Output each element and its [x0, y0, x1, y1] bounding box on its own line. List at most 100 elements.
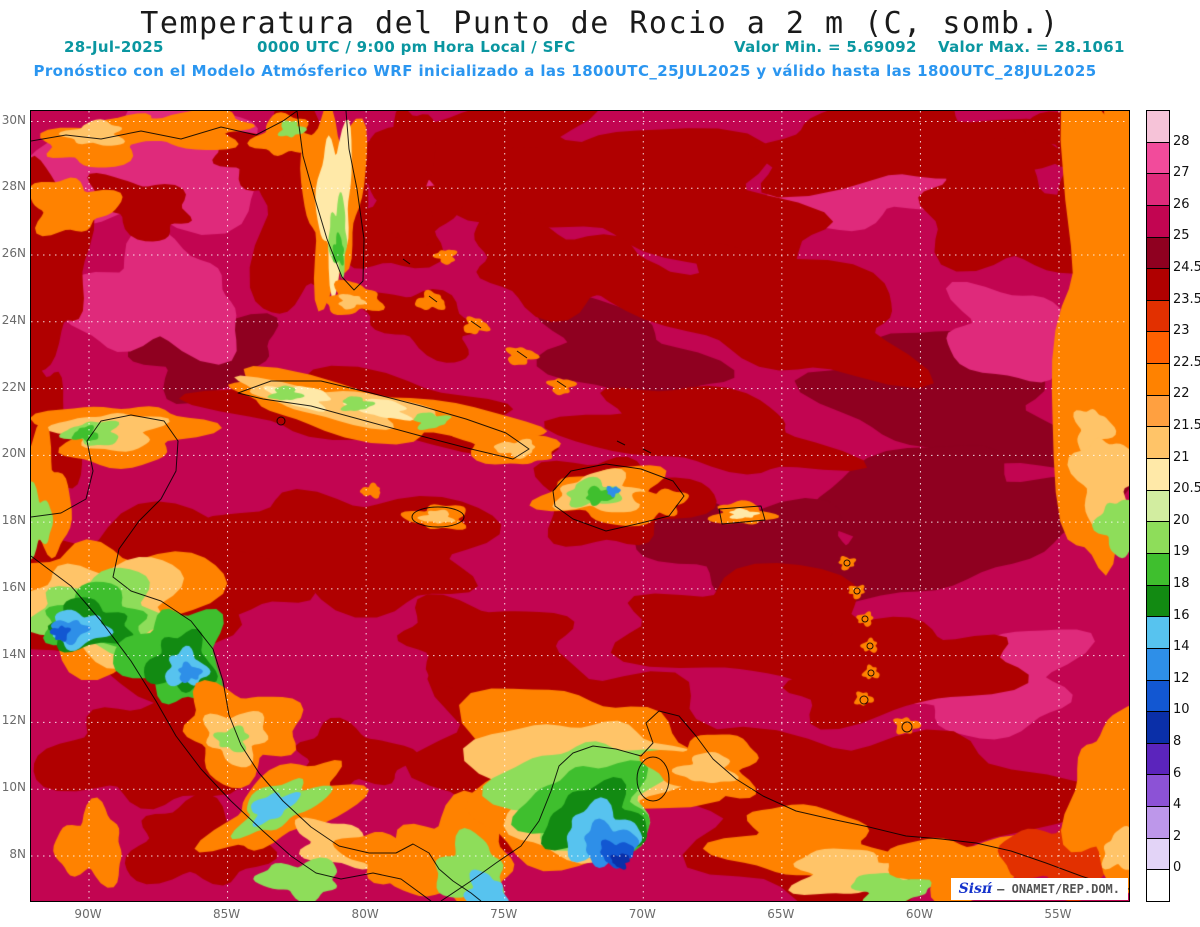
colorbar-swatch [1147, 111, 1169, 143]
coastline-trinidad [901, 721, 913, 733]
lat-label: 22N [1, 379, 26, 394]
colorbar-swatch [1147, 522, 1169, 554]
colorbar-label: 21.5 [1173, 418, 1200, 433]
colorbar-swatch [1147, 870, 1169, 902]
colorbar-swatch [1147, 427, 1169, 460]
colorbar-swatch [1147, 174, 1169, 206]
colorbar-label: 14 [1173, 639, 1190, 655]
colorbar-swatch [1147, 807, 1169, 839]
colorbar-swatch [1147, 237, 1169, 270]
watermark: Sisπ́ – ONAMET/REP.DOM. [950, 878, 1128, 900]
coastline-puerto-rico [718, 505, 766, 525]
lon-label: 90W [74, 907, 102, 921]
colorbar-swatch [1147, 648, 1169, 681]
coastline-yucatan-central-america [31, 414, 482, 901]
lat-label: 30N [1, 112, 26, 127]
colorbar-swatch [1147, 395, 1169, 428]
lon-label: 60W [905, 907, 933, 921]
colorbar-swatch [1147, 332, 1169, 365]
lon-label: 80W [351, 907, 379, 921]
coastline-hispaniola [552, 463, 685, 532]
lon-label: 65W [767, 907, 795, 921]
colorbar-label: 8 [1173, 734, 1182, 749]
colorbar-label: 18 [1173, 576, 1190, 591]
colorbar-label: 4 [1173, 797, 1182, 813]
coastline-pacific-central-america [31, 555, 432, 901]
colorbar-label: 28 [1173, 133, 1190, 149]
lat-label: 18N [1, 513, 26, 528]
colorbar-label: 20 [1173, 512, 1190, 528]
colorbar-swatch [1147, 142, 1169, 175]
lat-label: 16N [1, 579, 26, 594]
map-overlay-svg [31, 111, 1129, 901]
watermark-org: – ONAMET/REP.DOM. [997, 882, 1120, 896]
colorbar-label: 26 [1173, 196, 1190, 212]
forecast-line: Pronóstico con el Modelo Atmósferico WRF… [33, 62, 1097, 80]
value-max: Valor Max. = 28.1061 [938, 38, 1125, 56]
colorbar-swatch [1147, 712, 1169, 744]
valid-time: 0000 UTC / 9:00 pm Hora Local / SFC [257, 38, 576, 56]
colorbar-label: 23 [1173, 323, 1190, 339]
lon-label: 55W [1044, 907, 1072, 921]
coastline-antilles-1 [843, 559, 851, 567]
coastline-gulf [31, 111, 298, 142]
colorbar-label: 20.5 [1173, 481, 1200, 497]
grid-lines [31, 111, 1129, 901]
coastline-lake-maracaibo [636, 756, 670, 802]
colorbar-swatch [1147, 459, 1169, 491]
coastline-bahamas [402, 258, 652, 454]
colorbar-swatch [1147, 585, 1169, 618]
colorbar-swatch [1147, 269, 1169, 301]
coastline-antilles-3 [861, 615, 869, 623]
valid-date: 28-Jul-2025 [64, 38, 164, 56]
colorbar-swatch [1147, 490, 1169, 523]
lon-label: 70W [628, 907, 656, 921]
watermark-brand: Sisπ́ [958, 881, 993, 897]
colorbar-swatch [1147, 364, 1169, 396]
lon-label: 85W [212, 907, 241, 921]
colorbar-swatch [1147, 617, 1169, 649]
coastline-south-america [440, 710, 1129, 901]
lon-label: 75W [490, 907, 518, 921]
colorbar-label: 12 [1173, 670, 1190, 686]
coastlines [31, 111, 1129, 901]
coastline-isla-juventud [276, 416, 286, 426]
colorbar-label: 19 [1173, 544, 1190, 560]
colorbar-label: 24.5 [1173, 260, 1200, 275]
colorbar-swatch [1147, 743, 1169, 776]
lat-label: 28N [1, 179, 26, 194]
colorbar-label: 22 [1173, 386, 1190, 402]
lat-label: 14N [1, 646, 26, 661]
colorbar-label: 0 [1173, 860, 1182, 876]
colorbar-label: 22.5 [1173, 354, 1200, 370]
colorbar-label: 25 [1173, 228, 1190, 244]
colorbar-swatch [1147, 775, 1169, 808]
coastline-florida [296, 111, 365, 291]
colorbar-swatch [1147, 680, 1169, 713]
colorbar-label: 27 [1173, 165, 1190, 181]
dewpoint-map-canvas [31, 111, 1129, 901]
colorbar-label: 16 [1173, 607, 1190, 623]
coastline-antilles-5 [867, 669, 875, 677]
coastline-jamaica [411, 506, 465, 528]
map-frame: Sisπ́ – ONAMET/REP.DOM. [30, 110, 1130, 902]
colorbar-label: 21 [1173, 449, 1190, 465]
coastline-antilles-2 [853, 587, 861, 595]
colorbar-label: 6 [1173, 765, 1182, 781]
colorbar-label: 23.5 [1173, 291, 1200, 307]
lat-label: 12N [1, 713, 26, 728]
lat-label: 20N [1, 446, 26, 461]
lat-label: 8N [9, 846, 26, 861]
coastline-cuba [237, 380, 530, 460]
value-min: Valor Min. = 5.69092 [734, 38, 917, 56]
subtitle-row: 28-Jul-2025 0000 UTC / 9:00 pm Hora Loca… [0, 38, 1200, 56]
map-title: Temperatura del Punto de Rocio a 2 m (C,… [140, 6, 1060, 41]
colorbar-label: 10 [1173, 702, 1190, 718]
colorbar-swatches [1146, 110, 1170, 902]
colorbar-swatch [1147, 300, 1169, 333]
colorbar-swatch [1147, 553, 1169, 586]
coastline-antilles-4 [866, 642, 874, 650]
colorbar-label: 2 [1173, 828, 1182, 844]
coastline-antilles-6 [859, 695, 869, 705]
